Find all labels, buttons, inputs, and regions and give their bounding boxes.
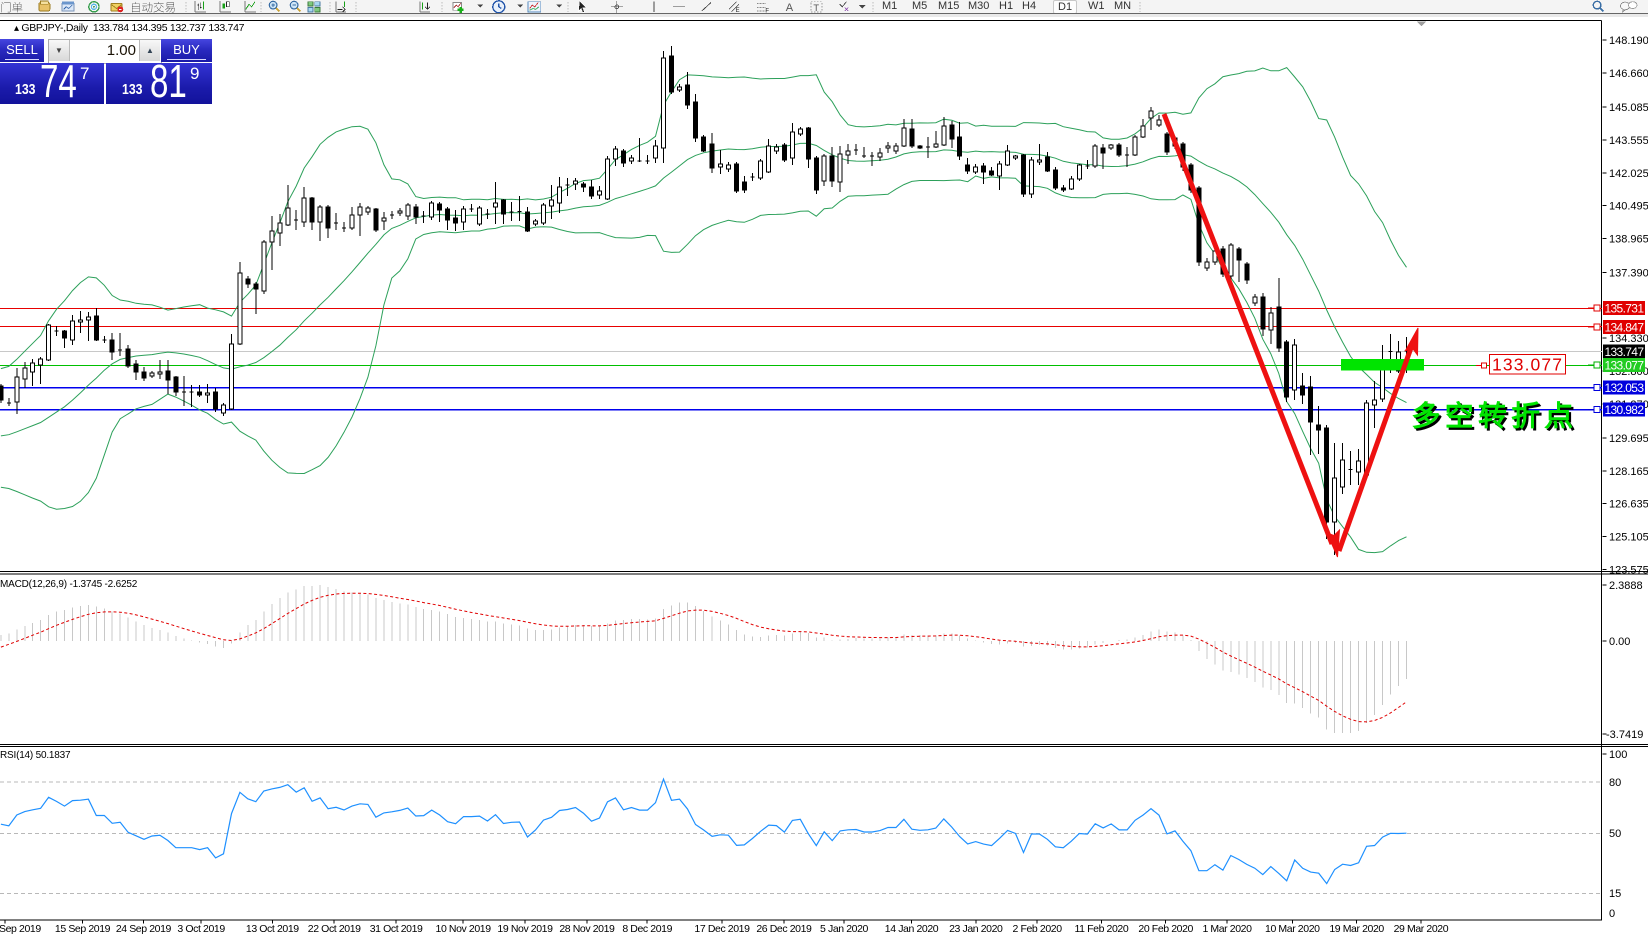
svg-text:135.731: 135.731 [1605,302,1645,316]
svg-text:140.495: 140.495 [1609,201,1648,213]
svg-text:10 Mar 2020: 10 Mar 2020 [1265,923,1320,935]
svg-text:19 Nov 2019: 19 Nov 2019 [497,923,553,935]
svg-text:145.085: 145.085 [1609,102,1648,114]
svg-text:2 Feb 2020: 2 Feb 2020 [1013,923,1063,935]
svg-text:125.105: 125.105 [1609,532,1648,544]
svg-text:126.635: 126.635 [1609,499,1648,511]
svg-text:MACD(12,26,9) -1.3745 -2.6252: MACD(12,26,9) -1.3745 -2.6252 [0,579,138,590]
svg-text:13 Oct 2019: 13 Oct 2019 [246,923,299,935]
svg-text:134.330: 134.330 [1609,333,1648,345]
svg-text:128.165: 128.165 [1609,466,1648,478]
svg-text:22 Oct 2019: 22 Oct 2019 [308,923,361,935]
svg-text:123.575: 123.575 [1609,564,1648,576]
svg-text:146.660: 146.660 [1609,68,1648,80]
svg-text:RSI(14) 50.1837: RSI(14) 50.1837 [0,750,71,761]
svg-text:20 Feb 2020: 20 Feb 2020 [1138,923,1193,935]
svg-text:132.053: 132.053 [1605,381,1645,395]
svg-text:133.077: 133.077 [1492,355,1562,375]
svg-text:14 Jan 2020: 14 Jan 2020 [885,923,939,935]
svg-text:142.025: 142.025 [1609,168,1648,180]
svg-text:11 Feb 2020: 11 Feb 2020 [1075,923,1129,935]
svg-text:-3.7419: -3.7419 [1606,729,1643,741]
svg-text:5 Jan 2020: 5 Jan 2020 [820,923,869,935]
svg-text:F: F [765,9,769,14]
svg-text:138.965: 138.965 [1609,234,1648,246]
svg-text:26 Dec 2019: 26 Dec 2019 [756,923,812,935]
svg-text:133.747: 133.747 [1605,345,1645,359]
svg-text:31 Oct 2019: 31 Oct 2019 [370,923,423,935]
svg-text:T: T [813,3,819,13]
svg-text:133.077: 133.077 [1605,359,1645,373]
svg-text:1 Mar 2020: 1 Mar 2020 [1202,923,1252,935]
svg-text:28 Nov 2019: 28 Nov 2019 [559,923,615,935]
svg-text:3 Oct 2019: 3 Oct 2019 [177,923,225,935]
svg-text:0.00: 0.00 [1609,636,1630,648]
svg-text:50: 50 [1609,828,1621,840]
svg-text:17 Dec 2019: 17 Dec 2019 [694,923,750,935]
svg-text:137.390: 137.390 [1609,267,1648,279]
svg-text:100: 100 [1609,749,1627,761]
svg-text:E: E [736,8,740,14]
svg-text:0: 0 [1609,908,1615,920]
svg-text:15 Sep 2019: 15 Sep 2019 [55,923,111,935]
svg-text:15: 15 [1609,888,1621,900]
svg-text:29 Mar 2020: 29 Mar 2020 [1394,923,1449,935]
svg-text:19 Mar 2020: 19 Mar 2020 [1329,923,1384,935]
svg-text:143.555: 143.555 [1609,135,1648,147]
svg-text:129.695: 129.695 [1609,433,1648,445]
svg-text:23 Jan 2020: 23 Jan 2020 [949,923,1003,935]
svg-text:148.190: 148.190 [1609,35,1648,47]
svg-text:8 Dec 2019: 8 Dec 2019 [622,923,672,935]
svg-text:10 Nov 2019: 10 Nov 2019 [436,923,492,935]
svg-text:A: A [786,2,794,14]
svg-text:134.847: 134.847 [1605,320,1645,334]
svg-text:80: 80 [1609,777,1621,789]
svg-text:130.982: 130.982 [1605,403,1645,417]
svg-text:2.3888: 2.3888 [1609,580,1643,592]
svg-text:Sep 2019: Sep 2019 [0,923,41,935]
svg-text:24 Sep 2019: 24 Sep 2019 [116,923,172,935]
